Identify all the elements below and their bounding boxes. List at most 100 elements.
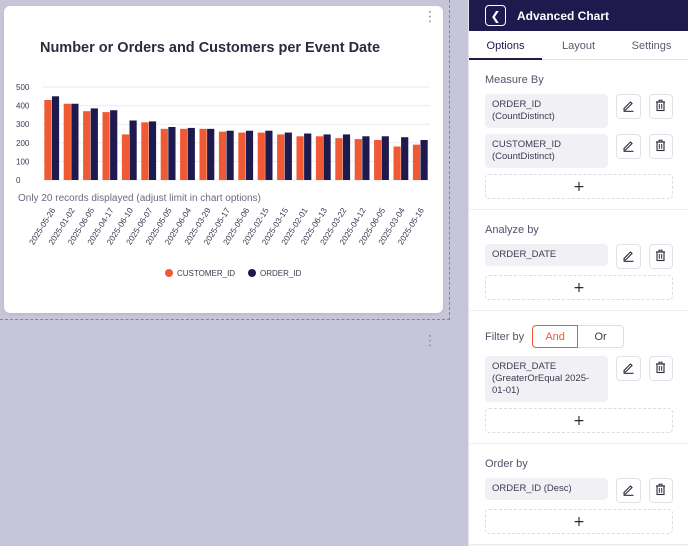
bar-order-id[interactable] xyxy=(284,132,292,180)
y-tick-label: 100 xyxy=(16,157,30,166)
order-by-title: Order by xyxy=(485,458,528,470)
analyze-item: ORDER_DATE xyxy=(485,244,674,269)
order-chip[interactable]: ORDER_ID (Desc) xyxy=(485,478,609,500)
filter-item: ORDER_DATE (GreaterOrEqual 2025-01-01) xyxy=(485,356,674,402)
bar-order-id[interactable] xyxy=(129,120,137,180)
bar-order-id[interactable] xyxy=(71,103,79,180)
edit-button[interactable] xyxy=(616,244,641,269)
filter-head: Filter by And Or xyxy=(485,325,673,348)
delete-button[interactable] xyxy=(648,244,674,269)
bar-order-id[interactable] xyxy=(168,126,176,180)
bar-customer-id[interactable] xyxy=(160,128,168,180)
bar-order-id[interactable] xyxy=(381,136,389,180)
bar-customer-id[interactable] xyxy=(83,111,91,180)
bar-order-id[interactable] xyxy=(420,140,428,180)
edit-button[interactable] xyxy=(616,356,641,381)
bar-order-id[interactable] xyxy=(401,137,409,180)
bar-order-id[interactable] xyxy=(110,110,118,180)
selected-widget-frame[interactable] xyxy=(0,0,450,320)
bar-customer-id[interactable] xyxy=(335,138,343,180)
edit-button[interactable] xyxy=(616,94,641,119)
order-item: ORDER_ID (Desc) xyxy=(485,478,674,503)
bar-order-id[interactable] xyxy=(362,136,370,180)
y-tick-label: 200 xyxy=(16,139,30,148)
bar-order-id[interactable] xyxy=(51,96,60,180)
bar-order-id[interactable] xyxy=(226,130,234,180)
edit-button[interactable] xyxy=(616,478,641,503)
or-option[interactable]: Or xyxy=(578,325,625,348)
bar-order-id[interactable] xyxy=(342,134,351,180)
chart-title: Number or Orders and Customers per Event… xyxy=(40,40,380,56)
legend-label[interactable]: ORDER_ID xyxy=(260,269,302,278)
bar-customer-id[interactable] xyxy=(354,139,362,180)
bar-customer-id[interactable] xyxy=(277,134,285,180)
bar-order-id[interactable] xyxy=(323,134,331,180)
bar-customer-id[interactable] xyxy=(374,140,382,180)
canvas-gutter xyxy=(450,0,468,546)
and-option[interactable]: And xyxy=(532,325,579,348)
bar-order-id[interactable] xyxy=(245,130,254,180)
tab-settings[interactable]: Settings xyxy=(631,40,672,52)
pencil-icon xyxy=(622,481,635,500)
legend-label[interactable]: CUSTOMER_ID xyxy=(177,269,235,278)
order-by-section: Order by ORDER_ID (Desc) + xyxy=(469,444,688,545)
bar-customer-id[interactable] xyxy=(315,136,324,180)
add-measure-button[interactable]: + xyxy=(485,174,673,199)
panel-tabs: Options Layout Settings xyxy=(469,31,688,60)
options-scroll[interactable]: Measure By ORDER_ID (CountDistinct) CUST… xyxy=(469,60,688,546)
y-tick-label: 0 xyxy=(16,176,21,185)
bar-customer-id[interactable] xyxy=(141,122,149,180)
measure-chip[interactable]: CUSTOMER_ID (CountDistinct) xyxy=(485,134,609,168)
add-order-button[interactable]: + xyxy=(485,509,673,534)
trash-icon xyxy=(654,97,667,116)
chart-card[interactable]: Number or Orders and Customers per Event… xyxy=(4,6,443,313)
bar-customer-id[interactable] xyxy=(218,131,227,180)
delete-button[interactable] xyxy=(648,478,674,503)
edit-button[interactable] xyxy=(616,134,641,159)
measure-item: ORDER_ID (CountDistinct) xyxy=(485,94,674,128)
pencil-icon xyxy=(622,247,635,266)
delete-button[interactable] xyxy=(648,356,674,381)
pencil-icon xyxy=(622,137,635,156)
trash-icon xyxy=(654,137,667,156)
bar-customer-id[interactable] xyxy=(121,134,130,180)
bar-order-id[interactable] xyxy=(187,127,195,180)
bar-order-id[interactable] xyxy=(90,108,98,180)
bar-order-id[interactable] xyxy=(207,128,215,180)
bar-customer-id[interactable] xyxy=(180,128,188,180)
bar-customer-id[interactable] xyxy=(393,146,401,180)
analyze-chip[interactable]: ORDER_DATE xyxy=(485,244,609,266)
filter-by-title: Filter by xyxy=(485,330,525,343)
filter-chip[interactable]: ORDER_DATE (GreaterOrEqual 2025-01-01) xyxy=(485,356,609,402)
analyze-by-title: Analyze by xyxy=(485,224,539,236)
chart-menu-icon[interactable]: ⋮ xyxy=(423,9,437,25)
delete-button[interactable] xyxy=(648,134,674,159)
panel-header: ❮ Advanced Chart xyxy=(469,0,688,31)
bar-customer-id[interactable] xyxy=(63,103,71,180)
widget-menu-icon[interactable]: ⋮ xyxy=(423,333,437,349)
dashboard-canvas: Number or Orders and Customers per Event… xyxy=(0,0,468,546)
and-or-toggle: And Or xyxy=(532,325,625,348)
bar-customer-id[interactable] xyxy=(44,100,52,180)
pencil-icon xyxy=(622,97,635,116)
bar-customer-id[interactable] xyxy=(238,132,246,180)
bar-customer-id[interactable] xyxy=(257,132,265,180)
bar-customer-id[interactable] xyxy=(199,128,207,180)
add-filter-button[interactable]: + xyxy=(485,408,673,433)
measure-chip[interactable]: ORDER_ID (CountDistinct) xyxy=(485,94,609,128)
y-tick-label: 300 xyxy=(16,120,30,129)
bar-customer-id[interactable] xyxy=(102,112,110,180)
back-button[interactable]: ❮ xyxy=(485,5,506,26)
bar-order-id[interactable] xyxy=(265,130,273,180)
bar-customer-id[interactable] xyxy=(412,144,421,180)
y-tick-label: 500 xyxy=(16,83,30,92)
tab-layout[interactable]: Layout xyxy=(561,40,596,52)
bar-customer-id[interactable] xyxy=(296,136,304,180)
add-analyze-button[interactable]: + xyxy=(485,275,673,300)
tab-options[interactable]: Options xyxy=(469,31,542,60)
legend-marker xyxy=(165,269,173,277)
bar-order-id[interactable] xyxy=(148,121,157,180)
bar-order-id[interactable] xyxy=(304,133,312,181)
delete-button[interactable] xyxy=(648,94,674,119)
measure-item: CUSTOMER_ID (CountDistinct) xyxy=(485,134,674,168)
